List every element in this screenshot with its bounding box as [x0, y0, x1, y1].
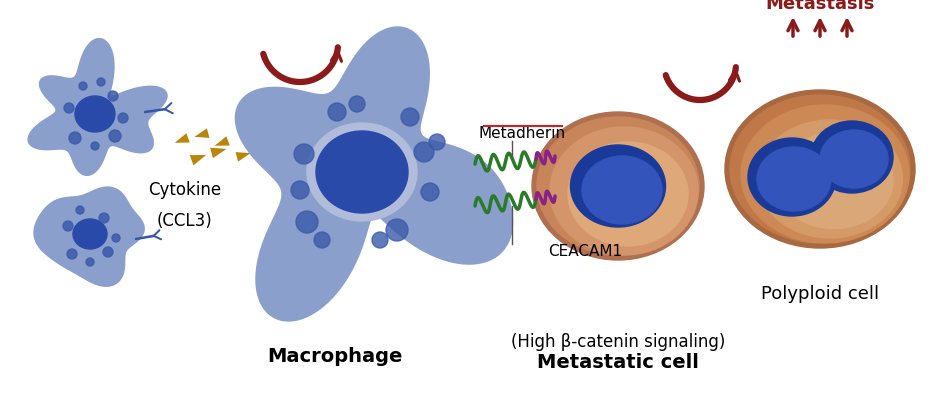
Circle shape	[86, 258, 94, 266]
Circle shape	[108, 91, 118, 101]
Circle shape	[97, 78, 105, 86]
Ellipse shape	[307, 123, 417, 221]
Ellipse shape	[775, 133, 893, 229]
Circle shape	[99, 213, 109, 223]
Text: (CCL3): (CCL3)	[157, 212, 212, 230]
Text: Polyploid cell: Polyploid cell	[761, 285, 879, 303]
Polygon shape	[33, 186, 145, 287]
Ellipse shape	[741, 105, 909, 243]
Circle shape	[76, 206, 84, 214]
Circle shape	[386, 219, 408, 241]
Circle shape	[296, 211, 318, 233]
Circle shape	[91, 142, 99, 150]
Ellipse shape	[568, 142, 688, 246]
Ellipse shape	[757, 147, 831, 211]
Ellipse shape	[571, 145, 666, 227]
Circle shape	[328, 103, 346, 121]
Circle shape	[69, 132, 81, 144]
Ellipse shape	[550, 127, 698, 255]
Circle shape	[103, 247, 113, 257]
Polygon shape	[195, 128, 210, 138]
Ellipse shape	[532, 112, 704, 260]
Polygon shape	[175, 133, 190, 143]
Circle shape	[372, 232, 388, 248]
Ellipse shape	[73, 219, 107, 249]
Text: CEACAM1: CEACAM1	[548, 244, 622, 259]
Ellipse shape	[748, 138, 836, 216]
Circle shape	[291, 181, 309, 199]
Circle shape	[401, 108, 419, 126]
Ellipse shape	[730, 95, 910, 243]
Circle shape	[314, 232, 330, 248]
Text: Metastatic cell: Metastatic cell	[537, 353, 699, 372]
Circle shape	[421, 183, 439, 201]
Circle shape	[64, 103, 74, 113]
Ellipse shape	[582, 156, 662, 224]
Circle shape	[67, 249, 77, 259]
Text: Metadherin: Metadherin	[478, 126, 566, 141]
Circle shape	[112, 234, 120, 242]
Circle shape	[63, 221, 73, 231]
Text: (High β-catenin signaling): (High β-catenin signaling)	[510, 333, 725, 351]
Ellipse shape	[811, 121, 893, 193]
Ellipse shape	[75, 96, 115, 132]
Polygon shape	[190, 155, 206, 165]
Ellipse shape	[316, 131, 408, 213]
Text: Macrophage: Macrophage	[267, 347, 402, 366]
Polygon shape	[211, 148, 227, 158]
Polygon shape	[214, 136, 229, 146]
Polygon shape	[236, 152, 251, 162]
Circle shape	[294, 144, 314, 164]
Text: Metastasis: Metastasis	[765, 0, 875, 13]
Ellipse shape	[725, 90, 915, 248]
Ellipse shape	[758, 120, 902, 238]
Circle shape	[109, 130, 121, 142]
Circle shape	[118, 113, 128, 123]
Polygon shape	[235, 26, 513, 322]
Circle shape	[429, 134, 445, 150]
Text: Cytokine: Cytokine	[149, 181, 222, 199]
Polygon shape	[27, 38, 167, 176]
Circle shape	[349, 96, 365, 112]
Circle shape	[79, 82, 87, 90]
Ellipse shape	[820, 130, 888, 188]
Circle shape	[414, 142, 434, 162]
Ellipse shape	[537, 117, 699, 255]
